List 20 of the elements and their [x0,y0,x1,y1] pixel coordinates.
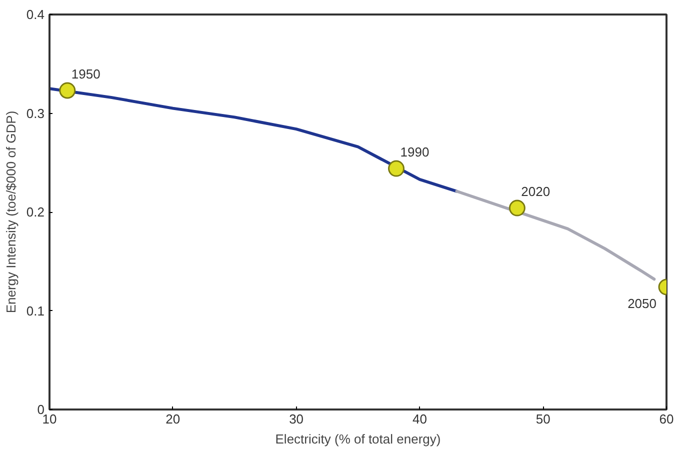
x-tick-label: 50 [536,412,550,426]
y-tick-label: 0.2 [26,204,45,220]
y-axis-title: Energy Intensity (toe/$000 of GDP) [3,110,18,314]
point [508,200,526,216]
y-tick-label: 0.3 [26,106,45,121]
point [59,82,76,99]
x-tick-label: 30 [289,412,304,426]
x-axis-title: Electricity (% of total energy) [275,432,441,446]
annotation: 2020 [521,184,550,200]
y-tick-label: 0.4 [26,7,45,22]
line-series [50,87,458,193]
annotation: 1950 [71,66,100,82]
x-tick-label: 60 [659,412,674,426]
y-tick-label: 0.1 [26,303,45,318]
annotation: 1990 [400,144,430,160]
x-tick-label: 20 [166,412,180,426]
point [388,160,405,177]
y-tick-label: 0 [37,402,45,417]
x-tick-label: 40 [412,412,427,426]
annotation: 2050 [628,296,656,312]
